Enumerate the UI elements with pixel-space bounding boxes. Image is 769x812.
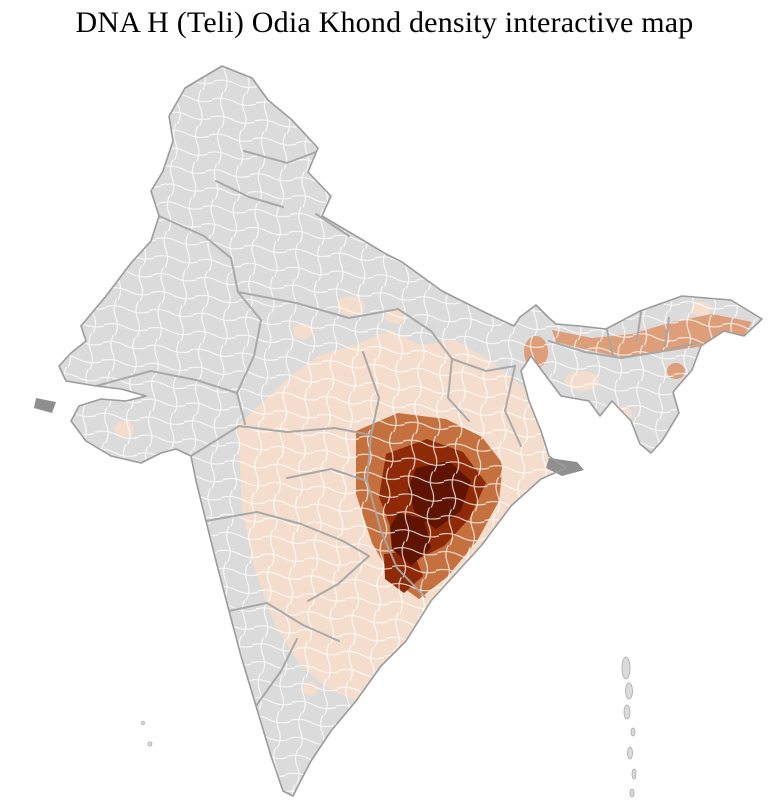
page-title: DNA H (Teli) Odia Khond density interact… (75, 6, 694, 39)
andaman-nicobar-islands[interactable] (621, 656, 637, 798)
district-boundaries-mesh (59, 66, 762, 796)
state-borders (95, 150, 698, 707)
lakshadweep-islands[interactable] (141, 721, 153, 747)
kutch-creek-patch (34, 398, 56, 413)
